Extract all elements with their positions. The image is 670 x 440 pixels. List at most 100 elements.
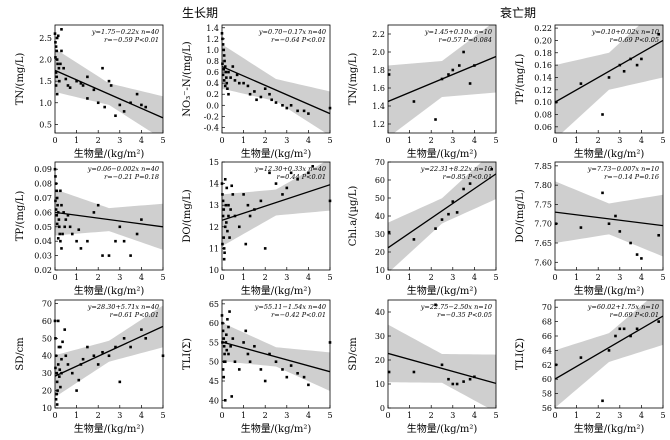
x-axis-label: 生物量/(kg/m²) (574, 422, 645, 435)
data-point (328, 341, 332, 344)
data-point (242, 81, 245, 85)
x-tick-label: 0 (552, 136, 557, 145)
x-axis-label: 生物量/(kg/m²) (574, 284, 645, 297)
data-point (457, 64, 461, 67)
data-point (144, 105, 148, 109)
y-tick-label: 40 (375, 212, 385, 221)
data-point (231, 337, 235, 340)
y-tick-label: 1.6 (372, 84, 385, 93)
data-point (59, 189, 62, 193)
data-point (296, 177, 299, 181)
data-point (657, 32, 660, 36)
x-tick-label: 4 (139, 273, 144, 282)
y-tick-label: 1.8 (372, 66, 385, 75)
x-axis-label: 生物量/(kg/m²) (74, 422, 145, 435)
x-tick-label: 1 (241, 136, 246, 145)
data-point (222, 236, 226, 239)
y-tick-label: 60 (42, 317, 52, 326)
y-tick-label: 10 (42, 404, 52, 413)
data-point (86, 97, 89, 100)
data-point (281, 104, 284, 107)
data-point (233, 214, 237, 218)
x-axis-label: 生物量/(kg/m²) (241, 147, 312, 160)
x-tick-label: 0 (385, 273, 390, 282)
data-point (60, 28, 63, 31)
y-tick-label: 62 (542, 361, 552, 370)
data-point (248, 92, 252, 96)
data-point (114, 239, 117, 243)
regression-line (55, 69, 163, 119)
x-tick-label: 2 (96, 411, 101, 420)
data-point (274, 101, 278, 104)
y-axis-label: DO/(mg/L) (182, 189, 193, 242)
data-point (221, 193, 224, 196)
x-tick-label: 4 (306, 411, 311, 420)
x-tick-label: 0 (52, 136, 57, 145)
x-tick-label: 1 (574, 273, 579, 282)
data-point (226, 87, 229, 90)
y-axis-label: TP/(mg/L) (15, 191, 26, 242)
x-tick-label: 2 (429, 136, 434, 145)
data-point (231, 65, 235, 68)
data-point (55, 75, 59, 79)
y-tick-label: 45 (209, 377, 219, 386)
y-tick-label: 60 (209, 319, 219, 328)
regression-equation: y=60.02+1.75x n=10 (587, 303, 659, 311)
data-point (622, 327, 626, 331)
regression-equation: y=1.75−0.22x n=40 (91, 28, 159, 36)
y-tick-label: 0.08 (34, 180, 52, 189)
data-point (227, 92, 230, 96)
data-point (601, 399, 604, 403)
x-tick-label: 4 (472, 136, 477, 145)
data-point (281, 368, 284, 371)
data-point (60, 247, 63, 250)
x-tick-label: 2 (596, 136, 601, 145)
data-point (101, 350, 104, 354)
data-point (412, 100, 416, 103)
panel-g-sd: 0 1 2 3 4 5 10 20 30 40 50 60 70 y=28.30+5.71x n=40r=… (15, 299, 166, 435)
data-point (66, 84, 70, 87)
panel-d-tli: 0 1 2 3 4 5 56 58 60 62 64 66 68 70 y=60.02+1.75x n=10… (515, 299, 666, 435)
data-point (118, 103, 122, 107)
data-point (228, 310, 231, 313)
data-point (135, 92, 139, 96)
y-tick-label: 14 (209, 180, 219, 189)
data-point (228, 236, 231, 239)
data-point (60, 203, 63, 207)
regression-stats: r=0.57 P=0.084 (438, 36, 492, 44)
data-point (618, 230, 622, 233)
x-tick-label: 2 (429, 273, 434, 282)
data-point (225, 348, 229, 352)
data-point (59, 239, 62, 243)
x-tick-label: 0 (552, 411, 557, 420)
y-tick-label: 40 (209, 396, 219, 405)
x-tick-label: 4 (639, 411, 644, 420)
x-tick-label: 3 (617, 136, 622, 145)
data-point (221, 199, 225, 203)
regression-equation: y=1.45+0.10x n=10 (424, 28, 492, 36)
data-point (246, 84, 250, 88)
data-point (618, 327, 622, 331)
data-point (57, 66, 61, 70)
y-axis-label: TN/(mg/L) (15, 53, 26, 106)
data-point (451, 200, 455, 203)
regression-line (555, 315, 663, 380)
regression-equation: y=0.06−0.002x n=40 (87, 165, 159, 173)
regression-line (222, 65, 330, 115)
data-point (601, 191, 604, 195)
y-tick-label: 70 (375, 158, 385, 167)
data-point (220, 314, 224, 317)
plot-frame (221, 299, 331, 409)
y-tick-label: 0.03 (34, 252, 52, 261)
data-point (328, 106, 332, 110)
y-tick-label: 0.06 (34, 208, 52, 217)
y-tick-label: 7.75 (534, 200, 552, 209)
plot-frame (554, 161, 664, 271)
y-tick-label: 68 (542, 318, 552, 327)
y-tick-label: 50 (375, 194, 385, 203)
data-point (86, 75, 89, 79)
y-tick-label: 0.07 (34, 194, 52, 203)
data-point (263, 379, 267, 383)
